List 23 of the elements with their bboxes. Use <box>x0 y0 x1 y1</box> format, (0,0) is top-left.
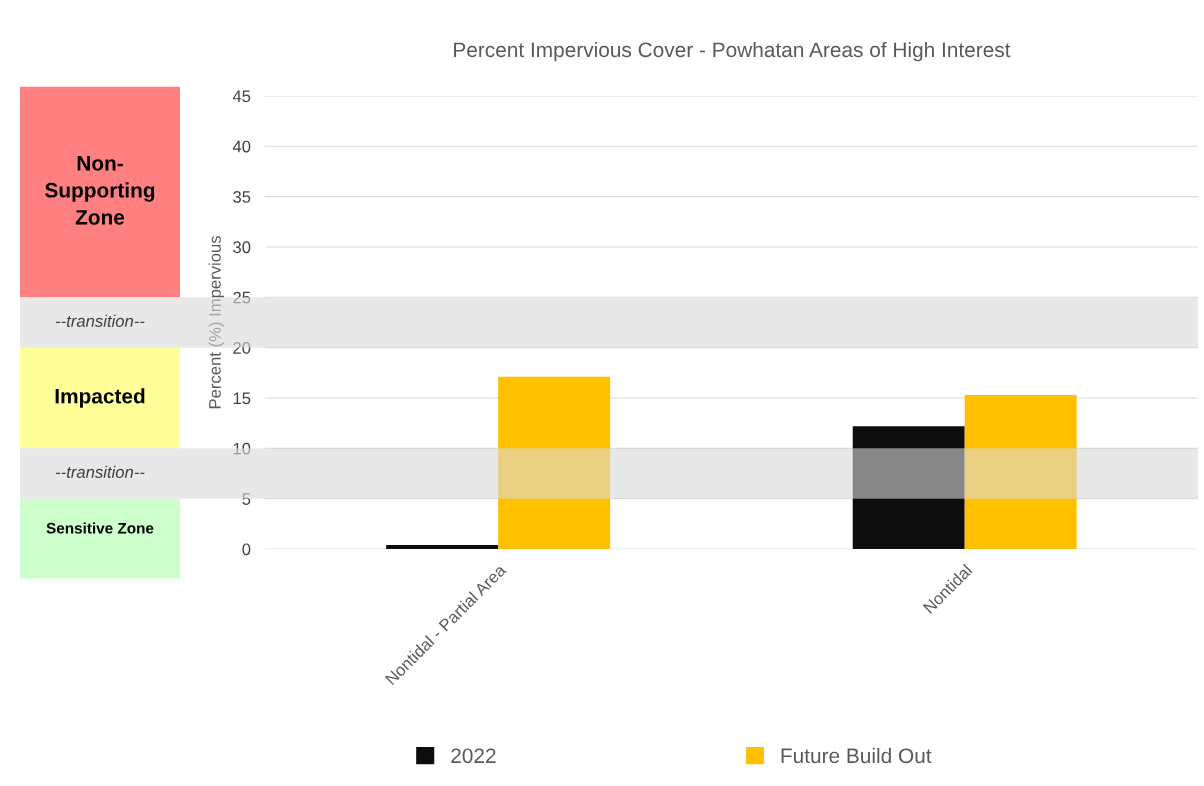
y-axis-title: Percent (%) Impervious <box>208 235 225 409</box>
y-tick-label: 25 <box>233 291 251 304</box>
y-tick-label: 0 <box>242 543 251 556</box>
y-tick-label: 40 <box>232 140 251 153</box>
y-tick-label: 10 <box>233 442 251 455</box>
text: Sensitive Zone <box>46 522 154 534</box>
band-label: --transition-- <box>55 465 145 478</box>
y-tick-label: 45 <box>232 90 251 103</box>
chart-title: Percent Impervious Cover - Powhatan Areas of High Interest <box>454 41 1011 62</box>
bar <box>386 544 499 550</box>
bar <box>498 376 611 550</box>
text: Impacted <box>55 388 145 408</box>
y-tick-label: 30 <box>233 241 251 254</box>
y-tick-label: 20 <box>233 342 251 354</box>
bar <box>852 426 965 550</box>
band-label: --transition-- <box>55 314 145 327</box>
y-tick-label: 35 <box>233 190 251 203</box>
y-tick-label: 5 <box>242 493 251 505</box>
legend-label: Future Build Out <box>781 747 932 764</box>
text: Non- Supporting Zone <box>45 156 155 225</box>
bar <box>964 394 1077 550</box>
legend-label: 2022 <box>451 748 496 764</box>
y-tick-label: 15 <box>233 392 251 405</box>
